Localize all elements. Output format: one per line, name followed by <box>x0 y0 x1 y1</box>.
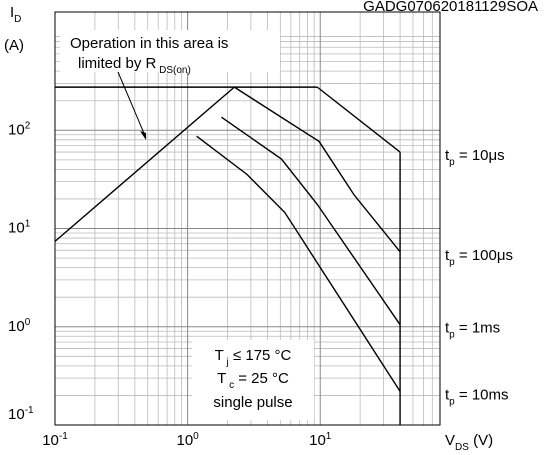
annotation-text: Operation in this area is <box>70 35 228 52</box>
x-tick-label-part: 10 <box>176 432 193 449</box>
x-axis-label-part: V <box>445 432 455 449</box>
conditions-text: single pulse <box>213 394 292 411</box>
conditions-text-part: c <box>226 380 234 391</box>
series-label-part: p <box>449 157 455 168</box>
y-tick-label: 10-1 <box>8 405 34 423</box>
series-label-part: p <box>449 257 455 268</box>
figure-code: GADG070620181129SOA <box>363 0 538 15</box>
x-tick-label-part: 10 <box>309 432 326 449</box>
annotation-text: limited by R DS(on) <box>78 55 191 76</box>
annotation-box <box>60 30 280 72</box>
series-line <box>316 86 401 153</box>
series-line <box>221 116 401 326</box>
y-tick-label-part: 10 <box>8 220 25 237</box>
y-axis-unit: (A) <box>4 37 24 54</box>
series-line <box>54 86 235 242</box>
series-label-part: p <box>449 396 455 407</box>
arrow-line <box>117 71 147 139</box>
series-label-part: = 10μs <box>455 147 505 164</box>
x-tick-label-part: 1 <box>326 431 332 442</box>
plot-frame <box>54 11 441 426</box>
x-axis-label: VDS (V) <box>445 432 493 453</box>
x-tick-label: 10-1 <box>42 431 68 449</box>
x-tick-label-part: -1 <box>59 431 68 442</box>
y-tick-label-part: -1 <box>25 405 34 416</box>
series-label-part: = 1ms <box>455 320 500 337</box>
conditions-text-part: = 25 °C <box>234 370 289 387</box>
series-label-part: t <box>445 320 450 337</box>
arrow-head <box>140 131 146 140</box>
x-tick-label: 101 <box>309 431 332 449</box>
series-label: tp = 1ms <box>445 320 500 341</box>
y-tick-label: 101 <box>8 219 31 237</box>
y-axis-label-part: I <box>10 4 14 21</box>
series-label: tp = 100μs <box>445 247 513 268</box>
y-axis-label-part: D <box>14 14 21 25</box>
x-tick-label-part: 10 <box>42 432 59 449</box>
x-axis-label-part: DS <box>455 442 469 453</box>
y-tick-label-part: 10 <box>8 121 25 138</box>
series-label-part: p <box>449 330 455 341</box>
series-line <box>233 86 401 253</box>
series-label: tp = 10μs <box>445 147 505 168</box>
series-label-part: = 10ms <box>455 386 509 403</box>
series-label: tp = 10ms <box>445 386 509 407</box>
x-tick-label: 100 <box>176 431 199 449</box>
conditions-text-part: T <box>215 347 224 364</box>
series-label-part: t <box>445 386 450 403</box>
y-tick-label-part: 10 <box>8 406 25 423</box>
conditions-text-part: ≤ 175 °C <box>229 347 292 364</box>
conditions-text: T j ≤ 175 °C <box>215 347 292 368</box>
conditions-text-part: j <box>224 357 229 368</box>
y-axis-label: ID <box>10 4 21 25</box>
y-tick-label: 102 <box>8 120 31 138</box>
annotation-text-part: limited by R <box>78 55 157 72</box>
x-axis-label-part: (V) <box>469 432 493 449</box>
y-tick-label-part: 2 <box>25 120 31 131</box>
annotation-text-part: DS(on) <box>156 65 190 76</box>
series-line <box>196 135 401 392</box>
conditions-text: T c = 25 °C <box>217 370 289 391</box>
y-tick-label-part: 10 <box>8 318 25 335</box>
x-tick-label-part: 0 <box>193 431 199 442</box>
series-label-part: = 100μs <box>455 247 513 264</box>
conditions-box <box>192 340 314 420</box>
conditions-text-part: T <box>217 370 226 387</box>
y-tick-label: 100 <box>8 317 31 335</box>
y-tick-label-part: 1 <box>25 219 31 230</box>
y-tick-label-part: 0 <box>25 317 31 328</box>
series-label-part: t <box>445 147 450 164</box>
series-label-part: t <box>445 247 450 264</box>
